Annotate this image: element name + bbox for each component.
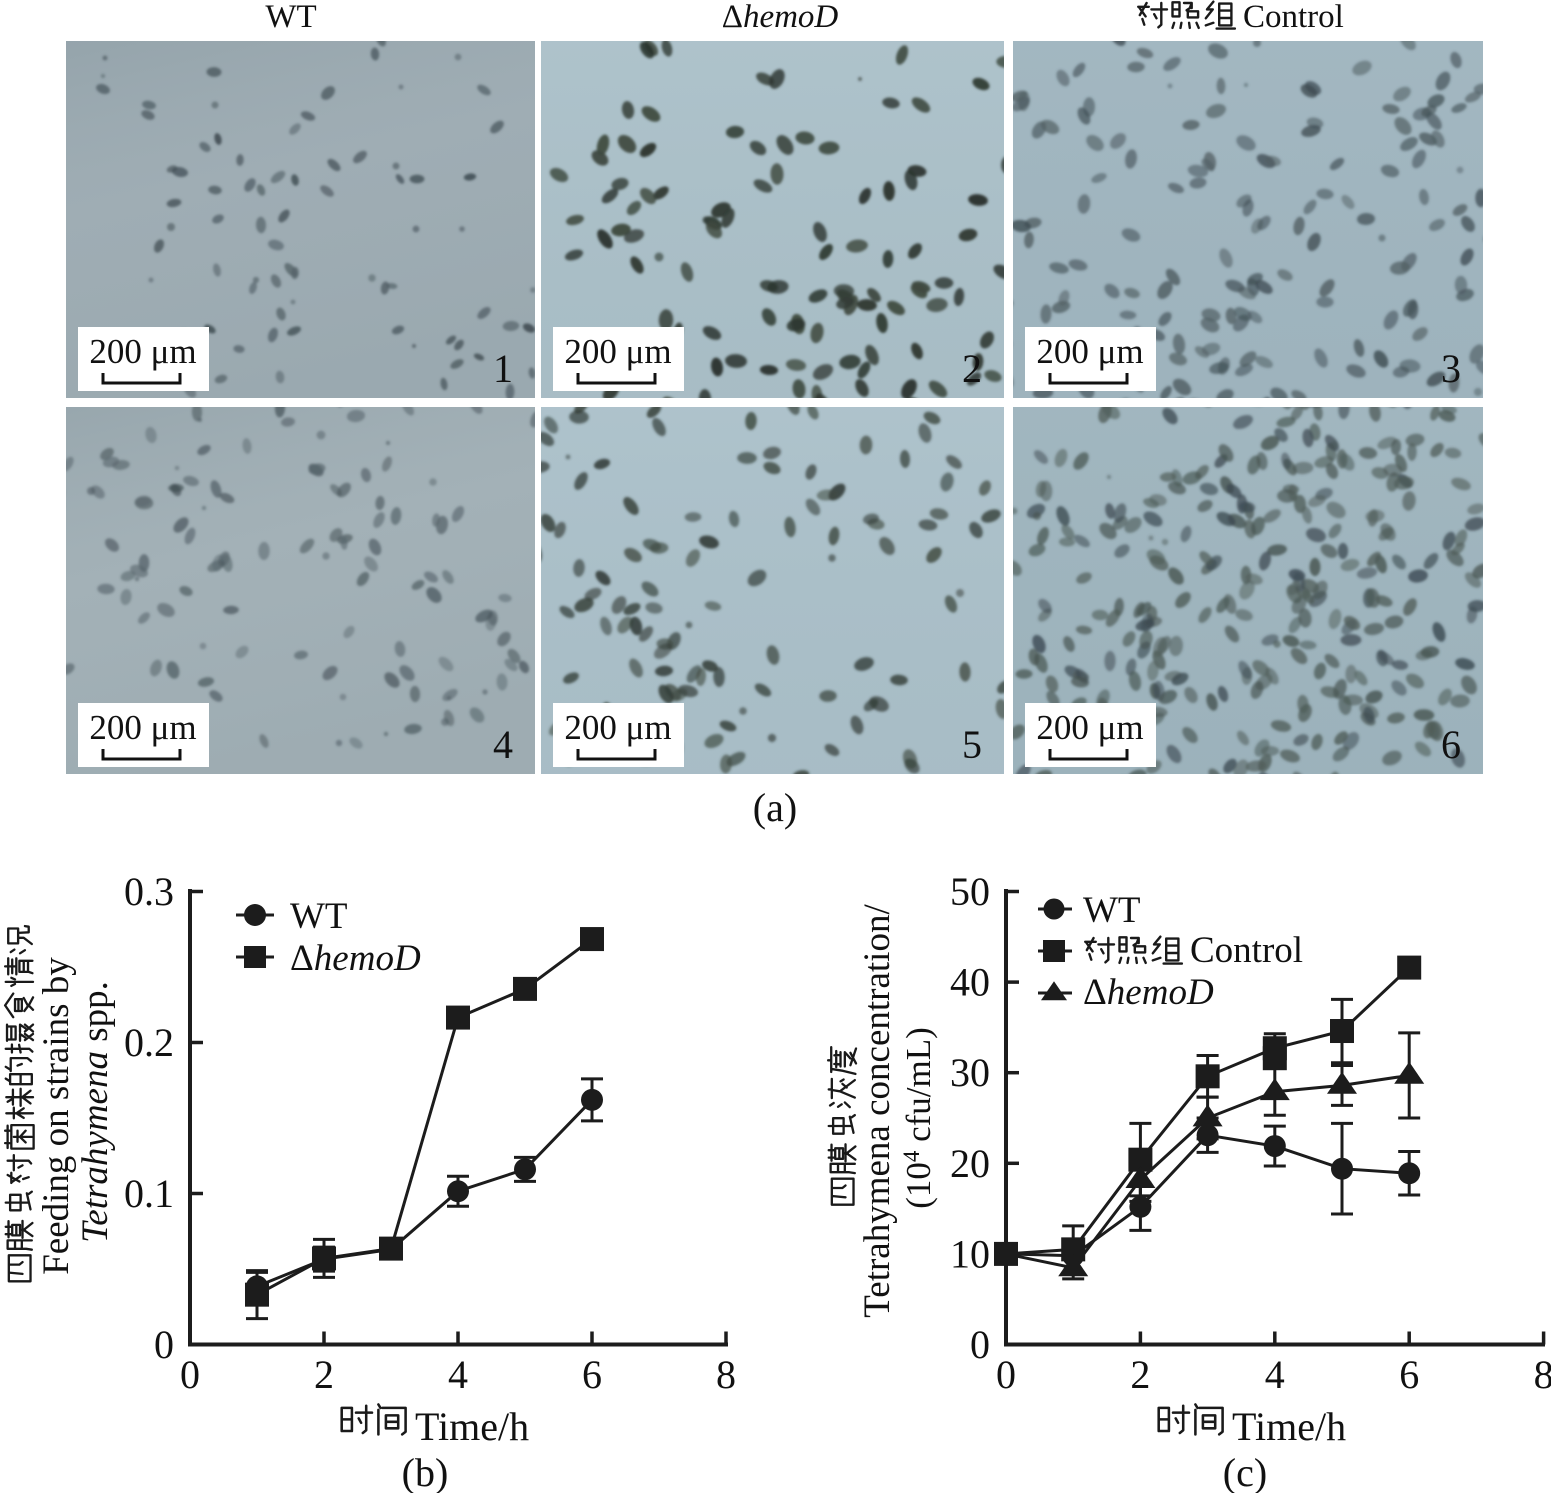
- svg-text:200 μm: 200 μm: [564, 708, 671, 747]
- svg-text:Control: Control: [1243, 0, 1344, 35]
- svg-text:40: 40: [950, 960, 990, 1005]
- svg-text:4: 4: [1265, 1352, 1285, 1397]
- svg-text:0.1: 0.1: [124, 1171, 174, 1216]
- svg-text:0: 0: [180, 1352, 200, 1397]
- svg-text:(a): (a): [753, 785, 797, 830]
- svg-text:10: 10: [950, 1231, 990, 1276]
- svg-text:Time/h: Time/h: [1232, 1404, 1346, 1449]
- svg-text:6: 6: [1399, 1352, 1419, 1397]
- svg-text:ΔhemoD: ΔhemoD: [722, 0, 839, 35]
- svg-text:0: 0: [970, 1322, 990, 1367]
- svg-text:ΔhemoD: ΔhemoD: [1083, 972, 1214, 1013]
- svg-text:20: 20: [950, 1141, 990, 1186]
- svg-text:Tetrahymena spp.: Tetrahymena spp.: [75, 981, 116, 1243]
- svg-text:Feeding on strains by: Feeding on strains by: [36, 957, 77, 1275]
- svg-text:(104 cfu/mL): (104 cfu/mL): [899, 1027, 938, 1209]
- svg-text:0: 0: [996, 1352, 1016, 1397]
- svg-text:200 μm: 200 μm: [1036, 332, 1143, 371]
- svg-text:Time/h: Time/h: [415, 1404, 529, 1449]
- svg-text:(b): (b): [402, 1450, 449, 1493]
- svg-text:(c): (c): [1223, 1450, 1267, 1493]
- svg-text:3: 3: [1441, 346, 1461, 391]
- svg-text:5: 5: [962, 722, 982, 767]
- svg-text:WT: WT: [290, 896, 348, 937]
- svg-text:0: 0: [154, 1322, 174, 1367]
- svg-text:4: 4: [448, 1352, 468, 1397]
- svg-text:Tetrahymena concentration/: Tetrahymena concentration/: [857, 904, 898, 1318]
- svg-text:2: 2: [962, 346, 982, 391]
- svg-text:WT: WT: [265, 0, 316, 35]
- svg-text:50: 50: [950, 869, 990, 914]
- svg-text:200 μm: 200 μm: [89, 708, 196, 747]
- svg-text:2: 2: [314, 1352, 334, 1397]
- svg-text:6: 6: [1441, 722, 1461, 767]
- svg-text:4: 4: [493, 722, 513, 767]
- svg-text:1: 1: [493, 346, 513, 391]
- svg-text:2: 2: [1130, 1352, 1150, 1397]
- svg-text:6: 6: [582, 1352, 602, 1397]
- svg-text:WT: WT: [1083, 890, 1141, 931]
- svg-text:Control: Control: [1190, 930, 1303, 971]
- svg-text:200 μm: 200 μm: [89, 332, 196, 371]
- svg-text:200 μm: 200 μm: [564, 332, 671, 371]
- svg-text:8: 8: [1534, 1352, 1551, 1397]
- svg-text:200 μm: 200 μm: [1036, 708, 1143, 747]
- svg-text:0.3: 0.3: [124, 869, 174, 914]
- svg-text:0.2: 0.2: [124, 1020, 174, 1065]
- svg-text:ΔhemoD: ΔhemoD: [290, 938, 421, 979]
- svg-text:30: 30: [950, 1050, 990, 1095]
- svg-text:8: 8: [716, 1352, 736, 1397]
